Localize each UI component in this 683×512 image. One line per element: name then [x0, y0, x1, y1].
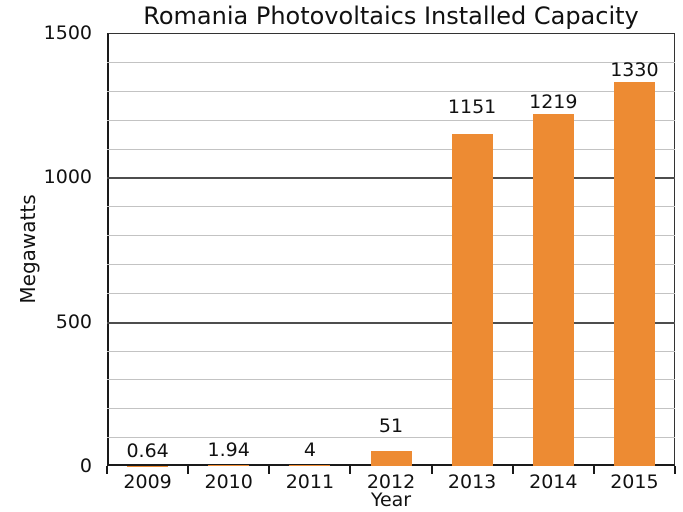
x-axis-label: Year	[370, 489, 412, 511]
xtick-label-2015: 2015	[610, 471, 659, 493]
major-gridline-1000	[107, 177, 675, 180]
minor-gridline-200	[107, 408, 675, 410]
ytick-label-1500: 1500	[43, 22, 92, 44]
ytick-label-1000: 1000	[43, 166, 92, 189]
x-axis-tick-0	[106, 466, 108, 474]
x-axis-tick-6	[592, 466, 595, 474]
minor-gridline-300	[107, 379, 675, 381]
x-axis-tick-1	[187, 466, 190, 474]
value-label-2013: 1151	[447, 95, 497, 118]
minor-gridline-1400	[107, 61, 675, 63]
plot-area	[107, 33, 675, 466]
xtick-label-2013: 2013	[447, 471, 497, 493]
bar-2010	[208, 465, 250, 466]
ytick-label-500: 500	[55, 310, 92, 333]
chart-title: Romania Photovoltaics Installed Capacity	[143, 2, 639, 30]
x-axis-tick-7	[674, 466, 676, 474]
minor-gridline-1200	[107, 119, 675, 121]
value-label-2014: 1219	[529, 91, 578, 114]
minor-gridline-1300	[107, 90, 675, 92]
xtick-label-2010: 2010	[204, 471, 253, 493]
major-gridline-500	[107, 321, 675, 324]
minor-gridline-100	[107, 437, 675, 439]
xtick-label-2014: 2014	[529, 471, 578, 493]
value-label-2011: 4	[303, 438, 316, 461]
minor-gridline-600	[107, 292, 675, 294]
bar-2012	[370, 451, 412, 466]
bar-2015	[613, 82, 655, 466]
xtick-label-2009: 2009	[123, 471, 172, 493]
minor-gridline-900	[107, 206, 675, 208]
value-label-2015: 1330	[610, 59, 659, 82]
ytick-label-0: 0	[79, 455, 92, 477]
value-label-2009: 0.64	[126, 439, 169, 462]
xtick-label-2011: 2011	[285, 471, 335, 493]
minor-gridline-1100	[107, 148, 675, 150]
minor-gridline-700	[107, 263, 675, 265]
value-label-2010: 1.94	[207, 439, 250, 462]
minor-gridline-400	[107, 350, 675, 352]
xtick-label-2012: 2012	[366, 471, 416, 493]
bar-2011	[289, 464, 331, 466]
y-axis-label: Megawatts	[16, 194, 40, 304]
x-axis-tick-3	[349, 466, 352, 474]
x-axis-tick-4	[430, 466, 433, 474]
bar-2014	[532, 114, 574, 466]
value-label-2012: 51	[378, 415, 404, 438]
bar-2013	[451, 133, 493, 466]
minor-gridline-800	[107, 235, 675, 237]
x-axis-tick-2	[268, 466, 271, 474]
x-axis-tick-5	[511, 466, 514, 474]
